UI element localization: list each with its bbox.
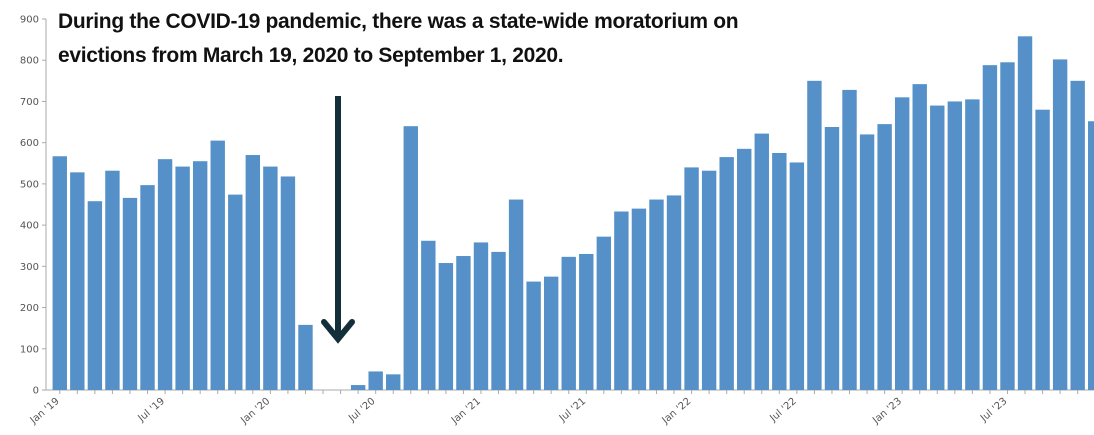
y-tick-label: 500 xyxy=(20,179,39,190)
arrow xyxy=(321,96,355,344)
bar xyxy=(52,156,67,390)
bar xyxy=(438,263,454,390)
bar xyxy=(386,374,401,390)
x-tick-label: Jul '20 xyxy=(346,396,377,425)
bar xyxy=(192,161,208,390)
bar xyxy=(1070,80,1085,390)
bar xyxy=(596,236,612,390)
x-tick-label: Jul '23 xyxy=(978,396,1009,425)
bar xyxy=(894,97,910,391)
bar xyxy=(789,162,805,390)
bar xyxy=(157,159,173,390)
bar xyxy=(175,166,190,390)
bar xyxy=(228,194,243,390)
bar xyxy=(614,211,629,390)
bar xyxy=(754,133,769,390)
bar xyxy=(140,185,155,390)
bar xyxy=(105,170,120,390)
bar xyxy=(947,101,963,390)
bar xyxy=(649,199,664,390)
x-tick-label: Jan '21 xyxy=(449,396,483,427)
bar xyxy=(473,242,489,390)
bar xyxy=(456,256,471,390)
bar xyxy=(877,124,892,390)
bar xyxy=(87,201,103,390)
x-tick-label: Jan '22 xyxy=(660,396,694,427)
x-tick-label: Jul '19 xyxy=(136,396,167,425)
bar xyxy=(701,170,717,390)
x-tick-label: Jul '21 xyxy=(557,396,588,425)
bar xyxy=(543,276,559,390)
y-tick-label: 700 xyxy=(20,97,39,108)
bar xyxy=(807,80,822,390)
y-tick-label: 800 xyxy=(20,56,39,67)
bar xyxy=(491,251,506,390)
y-tick-label: 900 xyxy=(20,15,39,26)
bar xyxy=(1052,59,1068,391)
bar xyxy=(561,256,576,390)
bar xyxy=(1088,121,1094,390)
bar xyxy=(1000,62,1015,391)
bar xyxy=(912,84,927,391)
y-tick-label: 400 xyxy=(20,221,39,232)
bar xyxy=(1035,109,1050,390)
bar xyxy=(263,166,278,390)
bar xyxy=(666,195,682,390)
bar xyxy=(526,281,541,390)
bar xyxy=(70,172,85,390)
x-tick-label: Jan '20 xyxy=(238,396,272,427)
bar xyxy=(280,176,296,390)
bar xyxy=(859,134,875,390)
bar xyxy=(403,126,418,390)
x-tick-label: Jan '23 xyxy=(870,396,904,427)
bar xyxy=(719,157,734,390)
bar xyxy=(684,167,699,390)
bar xyxy=(421,240,436,390)
y-tick-label: 0 xyxy=(33,386,39,397)
bar xyxy=(122,197,138,390)
y-tick-label: 100 xyxy=(20,344,39,355)
bar xyxy=(982,65,998,391)
y-tick-label: 600 xyxy=(20,138,39,149)
bar xyxy=(579,253,594,390)
bar xyxy=(965,99,980,390)
bar xyxy=(737,148,752,390)
y-tick-label: 300 xyxy=(20,262,39,273)
y-tick-label: 200 xyxy=(20,303,39,314)
bar xyxy=(368,371,383,390)
x-tick-label: Jul '22 xyxy=(767,396,798,425)
bar xyxy=(772,152,787,390)
annotation: During the COVID-19 pandemic, there was … xyxy=(58,10,738,33)
bar xyxy=(508,199,524,390)
plot-area: 0 100 200 300 400 500 600 700 800 900 Jan '19 Jul '… xyxy=(20,15,1094,427)
x-tick-label: Jan '19 xyxy=(28,396,62,427)
bar xyxy=(930,105,945,391)
arrow-head xyxy=(321,319,355,344)
bar xyxy=(210,140,225,390)
bar xyxy=(245,155,261,390)
bar xyxy=(1017,36,1033,391)
bar xyxy=(631,208,647,390)
annotation: evictions from March 19, 2020 to Septemb… xyxy=(58,44,563,67)
bar xyxy=(824,127,840,390)
bar xyxy=(842,89,857,390)
bar xyxy=(298,324,313,390)
bar xyxy=(350,385,366,390)
